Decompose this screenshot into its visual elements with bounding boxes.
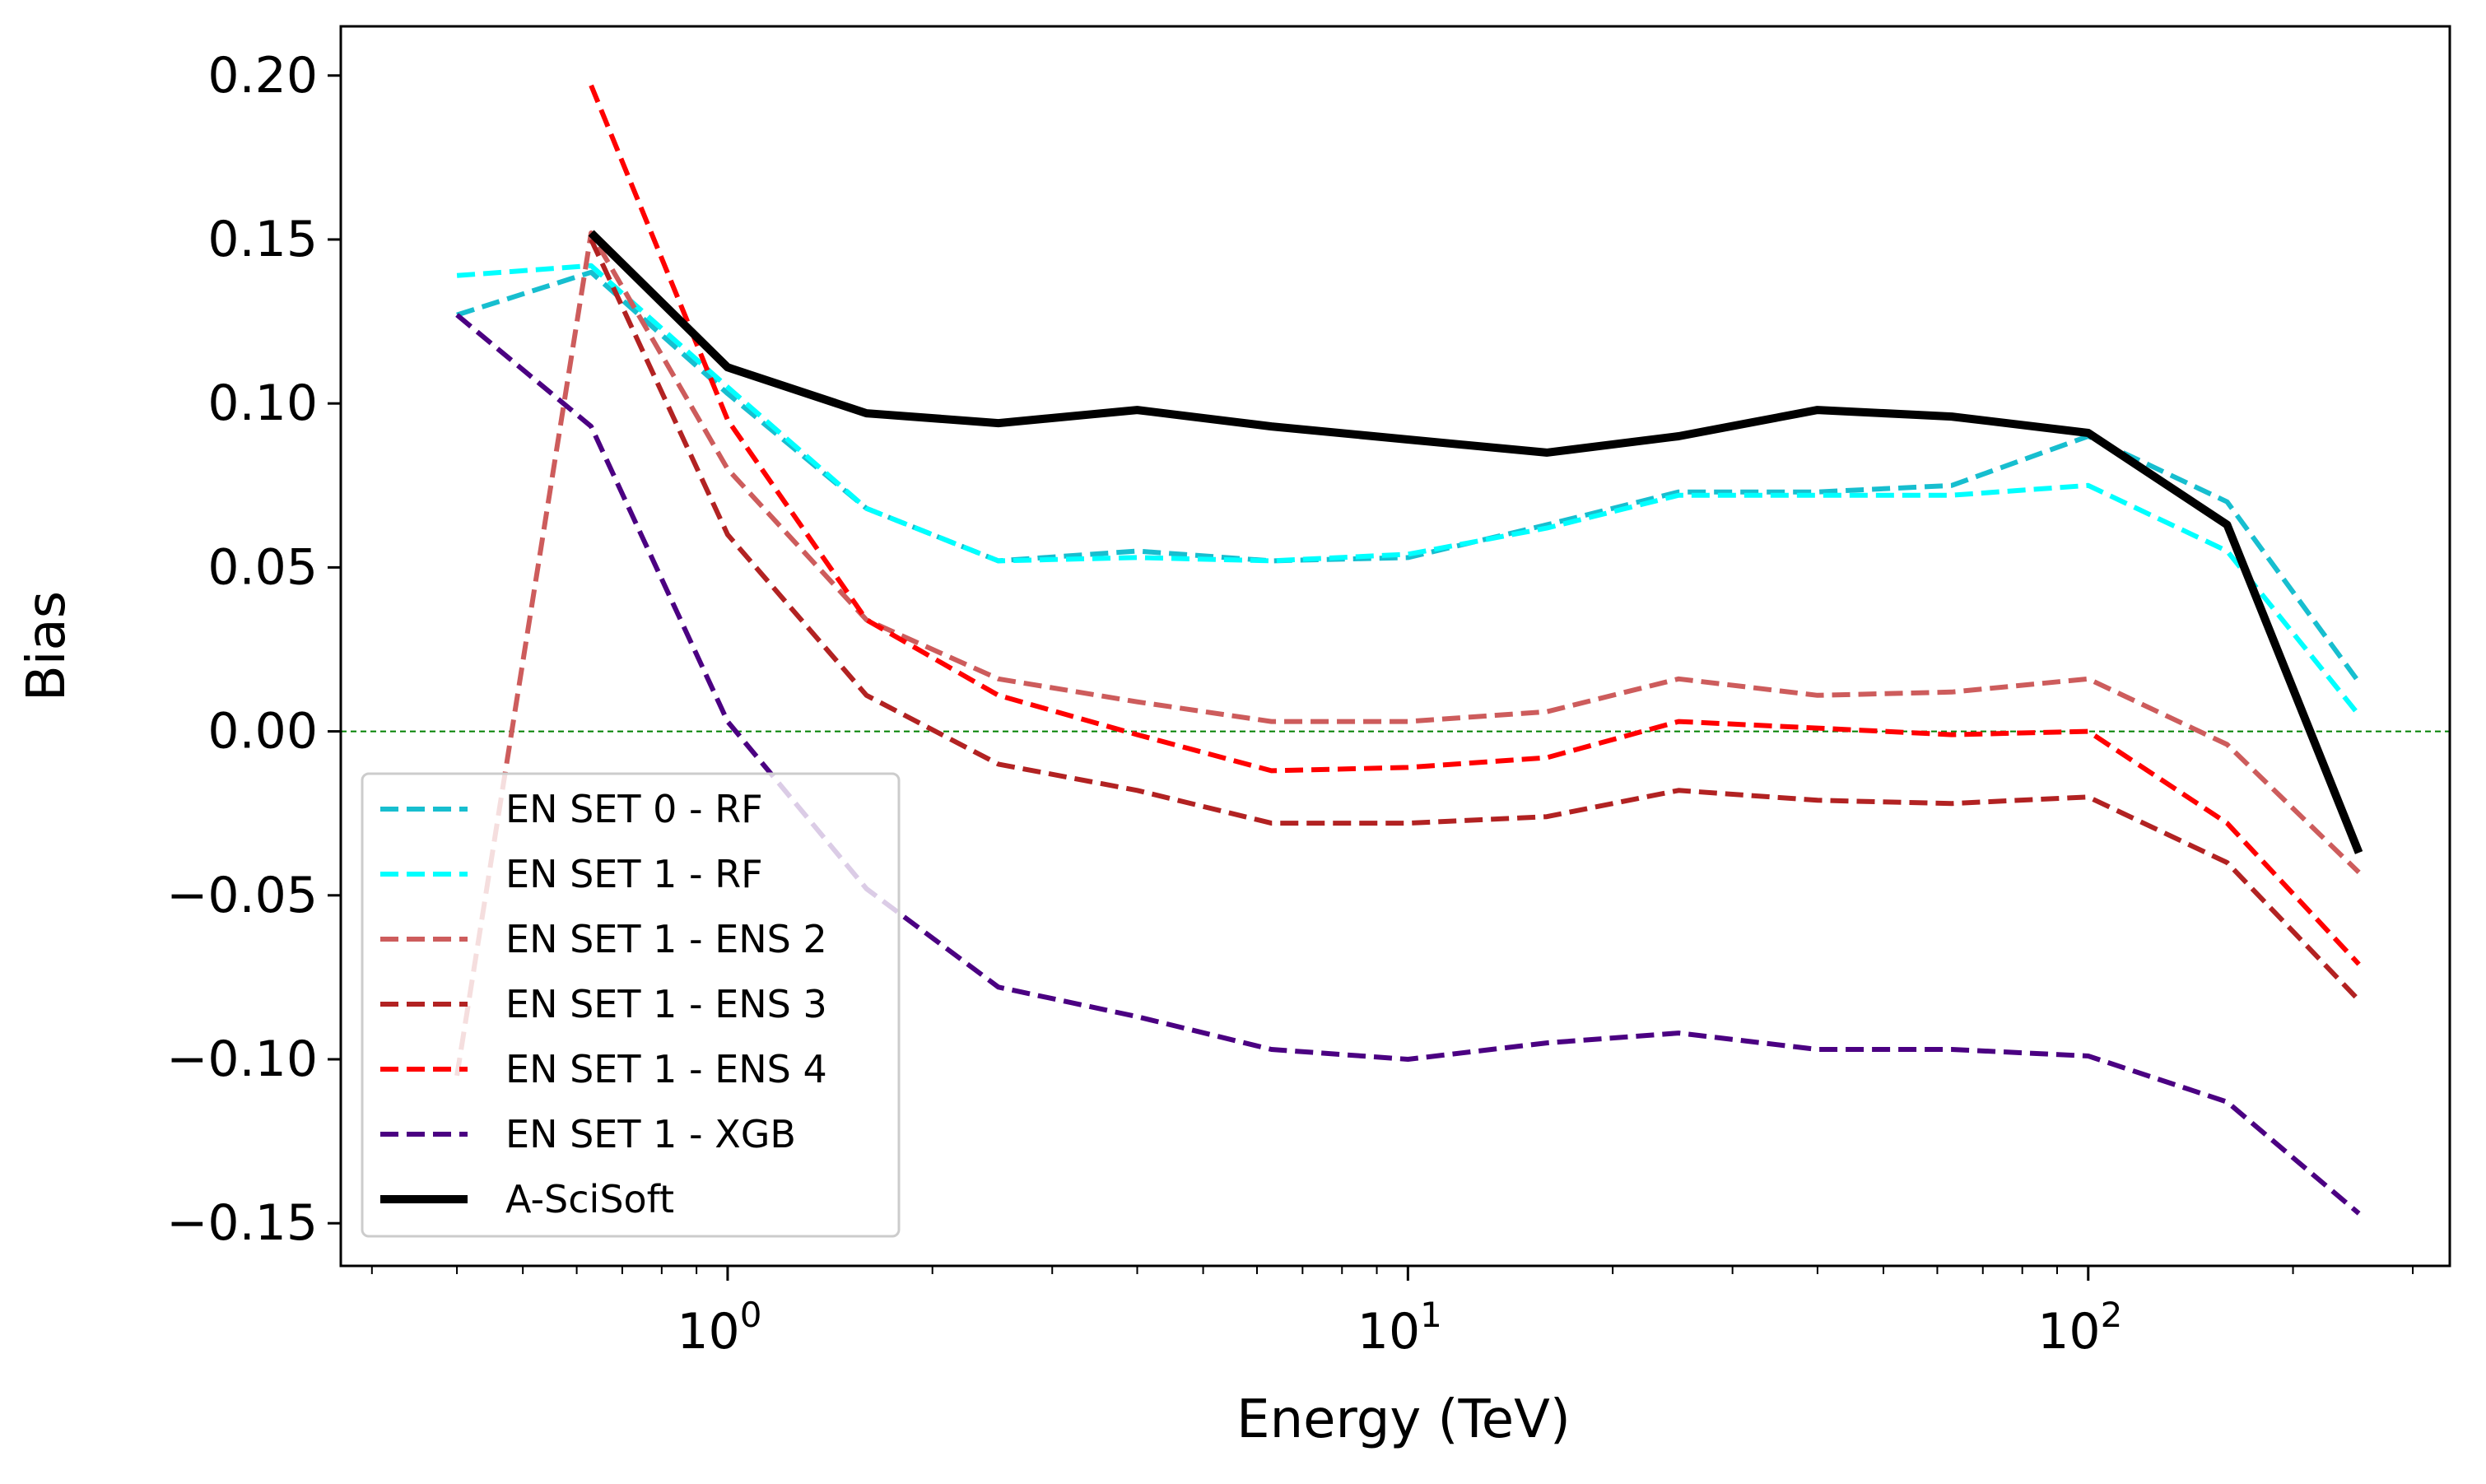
x-axis: 100 101 102 (370, 1266, 2414, 1361)
y-tick-label-2: 0.10 (207, 374, 318, 432)
series-line-6 (588, 230, 2363, 854)
x-axis-label: Energy (TeV) (1236, 1389, 1571, 1450)
y-axis-label: Bias (16, 591, 77, 701)
series-line-3 (589, 238, 2361, 1003)
y-tick-label-4: 0.00 (207, 703, 318, 761)
y-tick-label-7: −0.15 (166, 1194, 318, 1252)
x-tick-label-1: 101 (1357, 1295, 1442, 1361)
y-tick-label-1: 0.15 (207, 211, 318, 268)
legend: EN SET 0 - RF EN SET 1 - RF EN SET 1 - ENS… (361, 772, 901, 1238)
series-layer (454, 84, 2363, 1216)
series-line-0 (456, 269, 2362, 684)
legend-label-0: EN SET 0 - RF (505, 787, 763, 831)
y-tick-label-0: 0.20 (207, 47, 318, 105)
x-tick-label-0: 100 (677, 1295, 761, 1361)
y-axis: 0.20 0.15 0.10 0.05 0.00 −0.05 −0.10 −0.15 (166, 47, 341, 1252)
series-line-1 (456, 263, 2361, 717)
legend-box (361, 772, 901, 1238)
y-tick-label-6: −0.10 (166, 1030, 318, 1088)
y-tick-label-5: −0.05 (166, 867, 318, 924)
legend-label-3: EN SET 1 - ENS 3 (505, 982, 827, 1026)
legend-label-1: EN SET 1 - RF (505, 852, 763, 896)
legend-label-2: EN SET 1 - ENS 2 (505, 917, 827, 961)
series-line-4 (589, 84, 2361, 966)
legend-label-5: EN SET 1 - XGB (505, 1112, 796, 1156)
y-tick-label-3: 0.05 (207, 538, 318, 596)
series-line-2 (454, 230, 2361, 1077)
plot-frame (339, 25, 2451, 1268)
legend-label-6: A-SciSoft (505, 1177, 674, 1221)
x-tick-label-2: 102 (2037, 1295, 2122, 1361)
legend-label-4: EN SET 1 - ENS 4 (505, 1047, 827, 1091)
series-line-5 (455, 313, 2361, 1216)
